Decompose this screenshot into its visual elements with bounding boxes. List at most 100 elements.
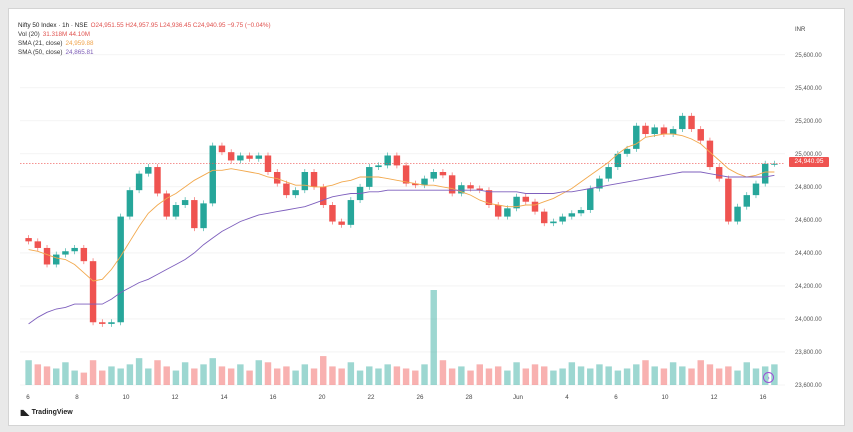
candle-body <box>375 165 382 168</box>
candle-body <box>25 238 32 242</box>
volume-bar <box>246 370 253 385</box>
currency-label[interactable]: INR <box>795 27 806 33</box>
y-axis: 25,600.00 25,400.00 25,200.00 25,000.00 24,8… <box>795 53 822 389</box>
candles <box>25 112 778 327</box>
candle-body <box>117 216 124 323</box>
candle-body <box>273 172 281 184</box>
volume-bar <box>651 366 658 385</box>
volume-bar <box>531 364 539 385</box>
candle-body <box>614 153 622 168</box>
candle-body <box>172 205 180 217</box>
candle-body <box>550 221 557 224</box>
x-tick-label: 16 <box>760 394 767 401</box>
candle-body <box>448 175 456 194</box>
volume-bar <box>264 362 272 385</box>
sma50-line <box>28 171 775 325</box>
y-tick-label: 23,800.00 <box>795 350 822 356</box>
x-tick-label: 12 <box>172 394 179 401</box>
candle-body <box>761 163 769 184</box>
volume-bar <box>292 370 299 385</box>
volume-bar <box>34 364 42 385</box>
volume-bar <box>439 360 447 385</box>
sma21-label[interactable]: SMA (21, close) <box>18 40 63 47</box>
candle-body <box>771 163 778 165</box>
candle-body <box>43 247 51 265</box>
candle-body <box>264 155 272 172</box>
candle-body <box>62 251 69 255</box>
grid <box>20 54 785 386</box>
volume-bar <box>448 368 456 385</box>
volume-bar <box>706 364 714 385</box>
candle-body <box>200 203 207 229</box>
candle-body <box>725 178 732 222</box>
candle-body <box>688 115 695 130</box>
volume-bar <box>540 366 548 385</box>
candle-body <box>559 216 566 222</box>
volume-bar <box>273 368 281 385</box>
candle-body <box>181 200 189 206</box>
candle-body <box>494 205 502 217</box>
candle-body <box>485 190 493 206</box>
candle-body <box>301 172 309 191</box>
volume-bar <box>421 364 428 385</box>
candle-body <box>71 247 78 252</box>
candle-body <box>715 167 723 179</box>
candle-body <box>329 205 336 222</box>
volume-bar <box>163 366 170 385</box>
volume-bar <box>200 364 207 385</box>
volume-bar <box>338 368 345 385</box>
volume-bar <box>209 358 216 385</box>
candle-body <box>752 183 760 196</box>
candle-body <box>34 241 42 248</box>
x-tick-label: 6 <box>26 394 30 401</box>
volume-bar <box>577 366 585 385</box>
volume-bar <box>154 360 161 385</box>
volume-bar <box>734 370 741 385</box>
volume-bar <box>181 362 189 385</box>
volume-bar <box>715 368 723 385</box>
candle-body <box>430 172 437 179</box>
x-tick-label: 16 <box>270 394 277 401</box>
sma50-label[interactable]: SMA (50, close) <box>18 49 63 56</box>
volume-bar <box>191 368 198 385</box>
y-tick-label: 23,600.00 <box>795 383 822 389</box>
volume-bar <box>80 372 88 385</box>
x-tick-label: 14 <box>221 394 228 401</box>
volume-bar <box>596 364 603 385</box>
x-tick-label: 4 <box>565 394 569 401</box>
candle-body <box>669 129 677 135</box>
y-tick-label: 25,200.00 <box>795 119 822 125</box>
volume-bar <box>375 368 382 385</box>
candle-body <box>384 155 391 166</box>
volume-bar <box>301 364 309 385</box>
candle-body <box>734 206 741 222</box>
candle-body <box>421 178 428 186</box>
volume-bar <box>227 368 235 385</box>
tradingview-logo[interactable]: ▮◣ TradingView <box>20 408 73 417</box>
volume-bar <box>550 370 557 385</box>
volume-bar <box>467 370 474 385</box>
volume-label[interactable]: Vol (20) <box>18 31 40 38</box>
chart-frame <box>8 8 845 426</box>
candle-body <box>310 172 318 187</box>
volume-bar <box>43 366 51 385</box>
volume-bar <box>126 364 134 385</box>
candle-body <box>320 186 327 206</box>
symbol-name[interactable]: Nifty 50 Index · 1h · NSE <box>18 22 88 29</box>
volume-bar <box>623 368 631 385</box>
candle-body <box>623 148 631 154</box>
volume-bar <box>642 360 649 385</box>
volume-bar <box>605 366 612 385</box>
candle-body <box>283 183 290 196</box>
sma21-value: 24,959.88 <box>65 40 94 47</box>
scroll-to-realtime-icon[interactable]: › <box>763 372 774 383</box>
candle-body <box>191 200 198 229</box>
candle-body <box>227 152 235 161</box>
y-tick-label: 24,000.00 <box>795 317 822 323</box>
candle-body <box>292 190 299 196</box>
sma50-value: 24,865.81 <box>65 49 94 56</box>
candle-body <box>531 201 539 212</box>
volume-bar <box>89 360 97 385</box>
candle-body <box>651 127 658 135</box>
